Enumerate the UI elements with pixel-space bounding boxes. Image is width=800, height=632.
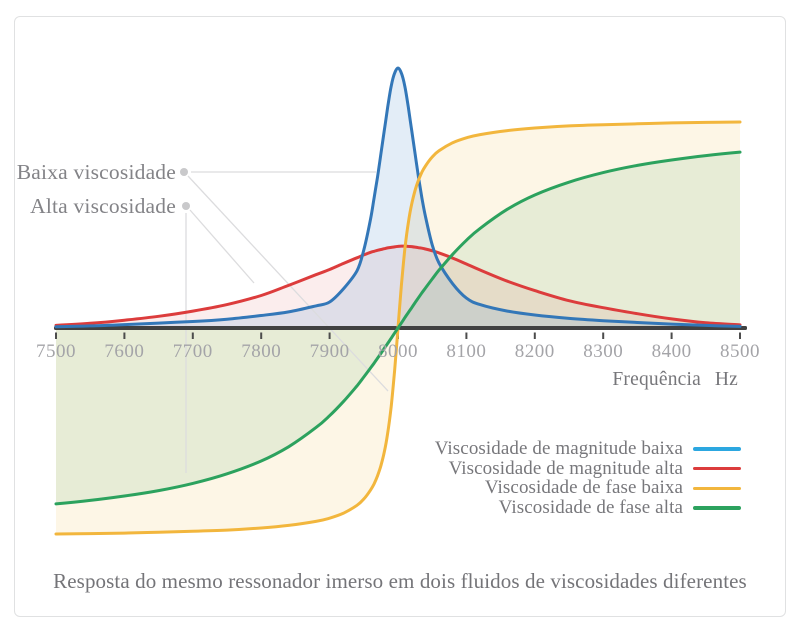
- fill-viscosidade-de-magnitude-alta: [56, 246, 740, 328]
- x-tick-label-7500: 7500: [36, 341, 76, 362]
- leader-low-to-yellow-curve: [187, 175, 389, 392]
- legend-swatch-viscosidade-de-magnitude-baixa: [693, 447, 741, 451]
- label-low-viscosity: Baixa viscosidade: [16, 160, 176, 184]
- low-viscosity-dot: [180, 168, 188, 176]
- curve-viscosidade-de-magnitude-alta: [54, 244, 742, 327]
- legend-label: Viscosidade de fase baixa: [484, 477, 683, 499]
- x-tick-label-8300: 8300: [583, 341, 624, 362]
- legend-swatch-viscosidade-de-magnitude-alta: [693, 466, 741, 471]
- leader-high-to-red-curve: [189, 209, 255, 284]
- x-tick-label-7900: 7900: [309, 341, 350, 362]
- legend-label: Viscosidade de fase alta: [498, 497, 683, 519]
- legend-item-viscosidade-de-magnitude-alta: Viscosidade de magnitude alta: [300, 457, 741, 479]
- x-tick-label-7600: 7600: [104, 341, 145, 362]
- legend-swatch-viscosidade-de-fase-baixa: [693, 486, 741, 491]
- data-curves: [54, 66, 742, 536]
- x-tick-label-7800: 7800: [241, 341, 282, 362]
- legend-swatch-viscosidade-de-fase-alta: [693, 506, 741, 510]
- curve-viscosidade-de-magnitude-baixa: [54, 66, 742, 329]
- fill-viscosidade-de-magnitude-baixa: [56, 68, 740, 328]
- label-high-viscosity: Alta viscosidade: [30, 194, 176, 218]
- x-tick-label-8200: 8200: [514, 341, 555, 362]
- legend-label: Viscosidade de magnitude alta: [448, 457, 683, 479]
- x-tick-label-7700: 7700: [172, 341, 213, 362]
- annotation-leader-lines: [180, 168, 389, 473]
- legend-item-viscosidade-de-fase-alta: Viscosidade de fase alta: [300, 497, 741, 519]
- x-tick-label-8000: 8000: [378, 341, 418, 362]
- x-axis-line: [54, 326, 747, 330]
- chart-caption: Resposta do mesmo ressonador imerso em d…: [53, 569, 747, 593]
- x-tick-label-8100: 8100: [446, 341, 487, 362]
- legend-label: Viscosidade de magnitude baixa: [434, 438, 683, 459]
- x-tick-label-8400: 8400: [651, 341, 692, 362]
- x-tick-label-8500: 8500: [720, 341, 760, 362]
- legend-item-viscosidade-de-magnitude-baixa: Viscosidade de magnitude baixa: [300, 438, 741, 459]
- legend-item-viscosidade-de-fase-baixa: Viscosidade de fase baixa: [300, 477, 741, 499]
- curve-viscosidade-de-fase-alta: [54, 150, 742, 506]
- high-viscosity-dot: [182, 202, 190, 210]
- x-axis-title: Frequência Hz: [612, 369, 738, 390]
